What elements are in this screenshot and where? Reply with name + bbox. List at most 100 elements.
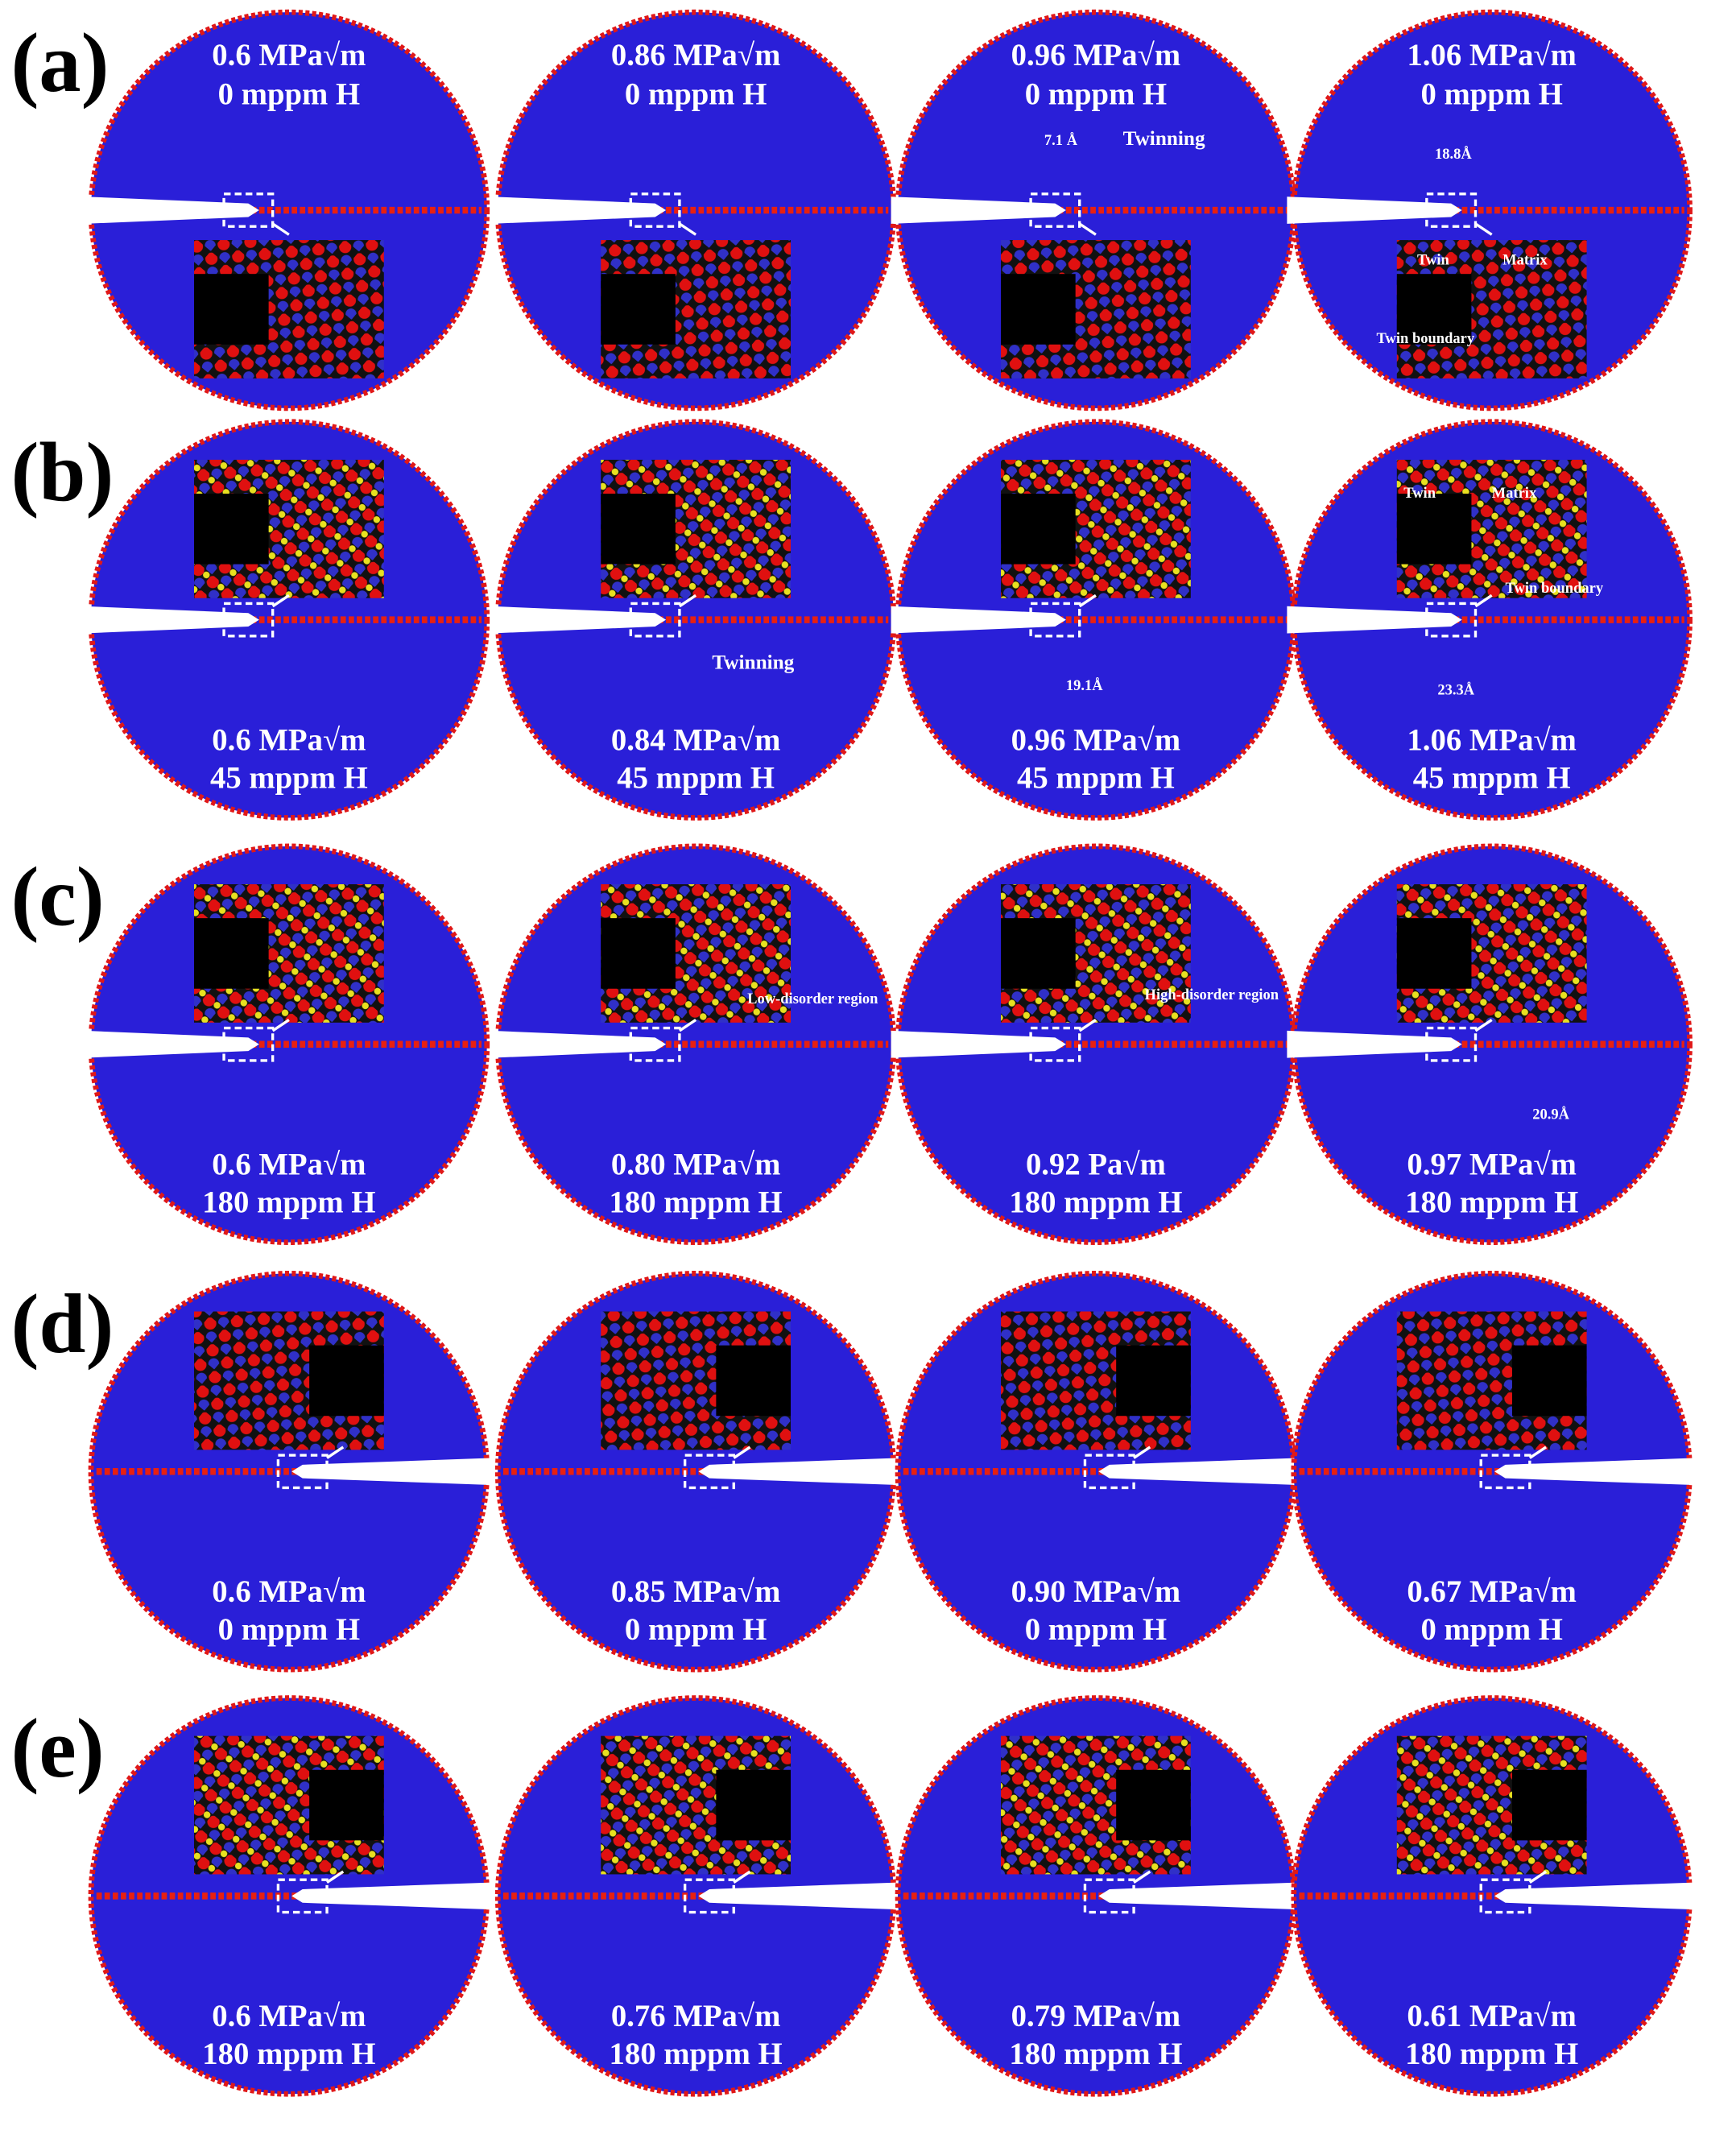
crack: [1287, 606, 1462, 634]
inset-arrow: [1078, 222, 1097, 236]
inset-cavity: [1116, 1345, 1191, 1417]
hydrogen-label: 180 mppm H: [202, 1185, 375, 1220]
inset-cavity: [716, 1769, 792, 1841]
hydrogen-label: 0 mppm H: [1025, 77, 1167, 112]
inset-arrow: [1474, 1019, 1493, 1032]
tip-box: [222, 192, 275, 228]
crack: [1098, 1458, 1301, 1486]
annotation: Twin boundary: [1506, 580, 1604, 597]
stress-label: 1.06 MPa√m: [1407, 38, 1577, 72]
hydrogen-label: 180 mppm H: [1405, 1185, 1578, 1220]
tip-box: [1083, 1878, 1135, 1914]
stress-label: 0.61 MPa√m: [1407, 1999, 1577, 2033]
hydrogen-label: 45 mppm H: [1017, 760, 1175, 795]
hydrogen-label: 180 mppm H: [1009, 2037, 1182, 2071]
annotation: High-disorder region: [1145, 987, 1279, 1003]
panel: 0.96 MPa√m 0 mppm H 7.1 Å Twinning: [891, 9, 1297, 412]
annotation: 20.9Å: [1532, 1106, 1569, 1123]
inset-arrow: [271, 222, 290, 236]
inset-arrow: [1078, 1019, 1097, 1032]
panel: 0.6 MPa√m0 mppm H: [88, 1271, 494, 1673]
stress-label: 0.79 MPa√m: [1011, 1999, 1181, 2033]
panel: 0.84 MPa√m45 mppm H Twinning: [490, 419, 897, 821]
inset-arrow: [326, 1870, 345, 1884]
tip-box: [683, 1454, 735, 1490]
inset-cavity: [1396, 494, 1472, 565]
inset-cavity: [1001, 274, 1076, 345]
inset-arrow: [1133, 1446, 1151, 1459]
annotation: Twinning: [1123, 127, 1205, 150]
annotation: Matrix: [1502, 251, 1548, 268]
stress-label: 0.6 MPa√m: [212, 1999, 366, 2033]
inset-arrow: [678, 222, 697, 236]
inset-cavity: [193, 918, 269, 989]
panel: 0.80 MPa√m 180 mppm H Low-disorder region: [490, 843, 897, 1246]
crack: [891, 1030, 1066, 1058]
inset-arrow: [1474, 222, 1493, 236]
tip-box: [1029, 1026, 1081, 1062]
tip-box: [629, 1026, 681, 1062]
panel: 0.90 MPa√m0 mppm H: [895, 1271, 1301, 1673]
inset-cavity: [193, 274, 269, 345]
inset-arrow: [1474, 594, 1493, 608]
row-label: (a): [11, 16, 110, 110]
annotation: Twinning: [712, 651, 794, 673]
inset-arrow: [1528, 1870, 1547, 1884]
crack: [291, 1882, 494, 1910]
panel: 1.06 MPa√m45 mppm H Twin Matrix Twin bounda…: [1287, 419, 1693, 821]
hydrogen-label: 0 mppm H: [1025, 1612, 1167, 1647]
hydrogen-label: 180 mppm H: [610, 2037, 783, 2071]
row-label: (b): [11, 425, 114, 519]
hydrogen-label: 180 mppm H: [1009, 1185, 1182, 1220]
tip-box: [1479, 1878, 1531, 1914]
panel: 0.96 MPa√m45 mppm H 19.1Å: [891, 419, 1297, 821]
crack: [84, 606, 259, 634]
stress-label: 0.96 MPa√m: [1011, 38, 1181, 72]
annotation: 19.1Å: [1066, 677, 1103, 694]
row-label: (c): [11, 850, 105, 944]
annotation: Twin boundary: [1377, 330, 1475, 347]
crack: [84, 196, 259, 224]
annotation: Matrix: [1492, 485, 1537, 502]
stress-label: 0.86 MPa√m: [611, 38, 781, 72]
panel: 0.6 MPa√m 180 mppm H: [88, 1695, 494, 2097]
inset-cavity: [309, 1345, 384, 1417]
stress-label: 0.76 MPa√m: [611, 1999, 781, 2033]
stress-label: 0.6 MPa√m: [212, 1147, 366, 1181]
stress-label: 1.06 MPa√m: [1407, 722, 1577, 757]
crack: [490, 606, 667, 634]
crack: [1494, 1882, 1697, 1910]
tip-box: [1029, 192, 1081, 228]
inset-arrow: [271, 1019, 290, 1032]
tip-box: [1083, 1454, 1135, 1490]
tip-box: [1425, 602, 1478, 638]
panel: 0.86 MPa√m 0 mppm H: [490, 9, 897, 412]
annotation: 23.3Å: [1437, 681, 1474, 698]
annotation: 7.1 Å: [1044, 132, 1078, 149]
crack: [891, 606, 1066, 634]
row-label: (d): [11, 1277, 114, 1371]
crack: [291, 1458, 494, 1486]
tip-box: [629, 192, 681, 228]
inset-arrow: [1528, 1446, 1547, 1459]
inset-arrow: [271, 594, 290, 608]
row-label: (e): [11, 1702, 105, 1795]
crack: [490, 1030, 667, 1058]
stress-label: 0.67 MPa√m: [1407, 1574, 1577, 1609]
tip-box: [683, 1878, 735, 1914]
tip-box: [222, 602, 275, 638]
inset-cavity: [1511, 1345, 1587, 1417]
stress-label: 0.6 MPa√m: [212, 38, 366, 72]
inset-arrow: [1133, 1870, 1151, 1884]
inset-cavity: [601, 494, 676, 565]
hydrogen-label: 45 mppm H: [1413, 760, 1571, 795]
inset-cavity: [1396, 918, 1472, 989]
inset-cavity: [1001, 918, 1076, 989]
crack: [1287, 196, 1462, 224]
inset-arrow: [326, 1446, 345, 1459]
inset-arrow: [733, 1446, 751, 1459]
stress-label: 0.92 Pa√m: [1026, 1147, 1166, 1181]
annotation: 18.8Å: [1435, 146, 1472, 163]
